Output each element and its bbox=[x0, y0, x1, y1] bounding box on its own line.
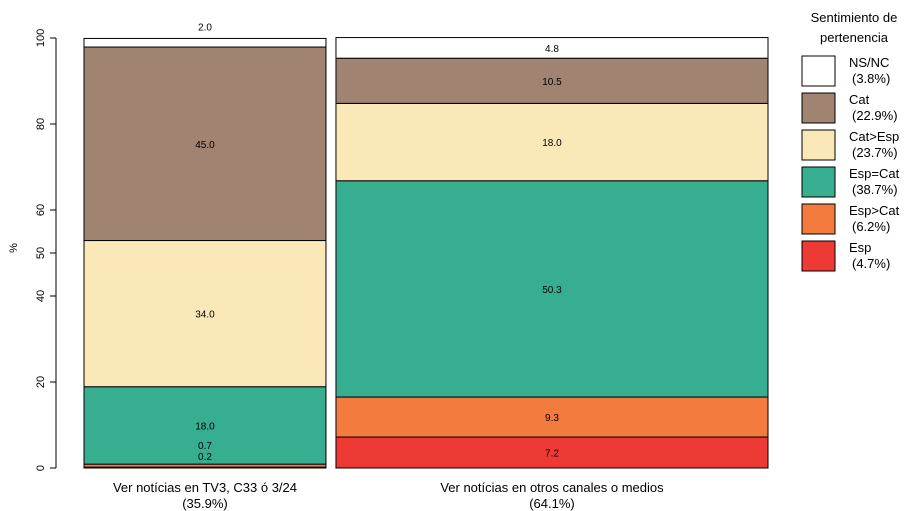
y-tick-label: 40 bbox=[35, 290, 47, 302]
bar-value-label: 34.0 bbox=[195, 310, 215, 321]
bar-value-label: 18.0 bbox=[195, 421, 215, 432]
bars: 0.20.7 18.0 34.0 45.0 2.0 7.2 9.3 50.3 18.0 10.5 4… bbox=[83, 22, 769, 469]
legend-item: Esp(4.7%) bbox=[801, 240, 890, 272]
bar-value-label: 0.2 bbox=[198, 452, 212, 463]
legend-title-line1: Sentimiento de bbox=[811, 10, 898, 25]
bar-segment bbox=[335, 102, 769, 182]
legend-item: NS/NC(3.8%) bbox=[801, 55, 890, 87]
legend-label: Esp=Cat bbox=[849, 166, 900, 181]
y-tick-label: 50 bbox=[35, 247, 47, 259]
bar-value-label: 45.0 bbox=[195, 140, 215, 151]
y-tick-label: 0 bbox=[35, 465, 47, 471]
bar-value-label: 7.2 bbox=[545, 449, 559, 460]
legend-share: (3.8%) bbox=[852, 71, 890, 86]
legend-label: Cat>Esp bbox=[849, 129, 899, 144]
legend-label: Cat bbox=[849, 92, 870, 107]
legend-item: Esp=Cat(38.7%) bbox=[801, 166, 900, 198]
x-category-label: Ver notícias en TV3, C33 ó 3/24 bbox=[113, 480, 297, 495]
legend-title-line2: pertenencia bbox=[820, 30, 889, 45]
legend-item: Cat>Esp(23.7%) bbox=[801, 129, 899, 161]
bar-group: 0.20.7 18.0 34.0 45.0 2.0 bbox=[83, 22, 327, 469]
bar-value-label: 50.3 bbox=[542, 285, 562, 296]
bar-segment bbox=[83, 240, 327, 388]
legend: Sentimiento de pertenencia NS/NC(3.8%) Ca… bbox=[801, 10, 900, 272]
legend-label: NS/NC bbox=[849, 55, 889, 70]
legend-item: Cat(22.9%) bbox=[801, 92, 898, 124]
legend-swatch bbox=[801, 203, 836, 235]
y-axis: 0 20 40 50 60 80 100 bbox=[35, 29, 57, 471]
legend-label: Esp bbox=[849, 240, 871, 255]
y-tick-label: 60 bbox=[35, 204, 47, 216]
legend-swatch bbox=[801, 92, 836, 124]
bar-segment bbox=[335, 396, 769, 438]
legend-swatch bbox=[801, 240, 836, 272]
legend-share: (4.7%) bbox=[852, 256, 890, 271]
x-category-share: (64.1%) bbox=[529, 496, 575, 511]
bar-value-label: 4.8 bbox=[545, 44, 559, 55]
bar-value-label: 2.0 bbox=[198, 22, 212, 33]
x-category-share: (35.9%) bbox=[182, 496, 228, 511]
legend-share: (22.9%) bbox=[852, 108, 898, 123]
bar-segment bbox=[335, 37, 769, 59]
x-category-label: Ver notícias en otros canales o medios bbox=[440, 480, 664, 495]
legend-share: (38.7%) bbox=[852, 182, 898, 197]
y-axis-label: % bbox=[8, 243, 20, 253]
bar-value-label: 9.3 bbox=[545, 413, 559, 424]
legend-label: Esp>Cat bbox=[849, 203, 900, 218]
legend-swatch bbox=[801, 55, 836, 87]
bar-group: 7.2 9.3 50.3 18.0 10.5 4.8 bbox=[335, 37, 769, 469]
bar-value-label: 10.5 bbox=[542, 77, 562, 88]
legend-share: (6.2%) bbox=[852, 219, 890, 234]
bar-segment bbox=[83, 386, 327, 465]
bar-segment bbox=[83, 46, 327, 242]
bar-segment bbox=[335, 180, 769, 398]
y-tick-label: 20 bbox=[35, 376, 47, 388]
bar-segment bbox=[335, 57, 769, 104]
y-tick-label: 100 bbox=[35, 29, 47, 47]
bar-value-label: 18.0 bbox=[542, 138, 562, 149]
x-axis-labels: Ver notícias en TV3, C33 ó 3/24(35.9%) Ve… bbox=[113, 480, 664, 511]
legend-item: Esp>Cat(6.2%) bbox=[801, 203, 900, 235]
legend-swatch bbox=[801, 129, 836, 161]
bar-segment bbox=[83, 37, 327, 48]
bar-value-label: 0.7 bbox=[198, 441, 212, 452]
bar-segment bbox=[335, 436, 769, 469]
y-tick-label: 80 bbox=[35, 118, 47, 130]
legend-swatch bbox=[801, 166, 836, 198]
legend-share: (23.7%) bbox=[852, 145, 898, 160]
